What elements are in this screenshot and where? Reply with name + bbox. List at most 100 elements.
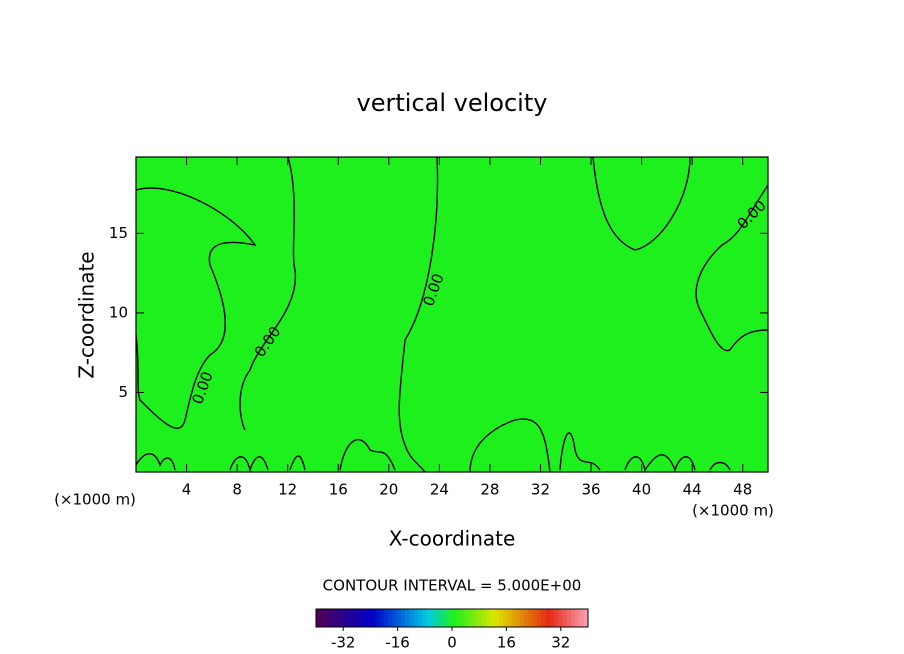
colorbar-cell bbox=[528, 609, 534, 627]
y-tick-label: 10 bbox=[109, 303, 128, 321]
colorbar-tick-label: 0 bbox=[447, 634, 457, 652]
contour-interval: CONTOUR INTERVAL = 5.000E+00 bbox=[323, 577, 582, 595]
colorbar-cell bbox=[541, 609, 546, 627]
colorbar-cell bbox=[524, 609, 529, 627]
x-tick-label: 8 bbox=[232, 481, 242, 499]
x-tick-label: 16 bbox=[329, 481, 348, 499]
colorbar-cell bbox=[447, 609, 453, 627]
colorbar-tick-label: 32 bbox=[551, 634, 570, 652]
colorbar-cell bbox=[571, 609, 576, 627]
x-tick-label: 20 bbox=[379, 481, 398, 499]
x-tick-label: 44 bbox=[683, 481, 702, 499]
colorbar-cell bbox=[418, 609, 423, 627]
colorbar-cell bbox=[473, 609, 478, 627]
colorbar-cell bbox=[566, 609, 572, 627]
colorbar-tick-label: -16 bbox=[385, 634, 410, 652]
colorbar-cell bbox=[558, 609, 563, 627]
colorbar-cell bbox=[498, 609, 504, 627]
y-tick-label: 5 bbox=[118, 383, 128, 401]
colorbar-cell bbox=[532, 609, 538, 627]
colorbar-cell bbox=[520, 609, 525, 627]
x-axis-label: X-coordinate bbox=[389, 527, 516, 551]
colorbar-cell bbox=[575, 609, 580, 627]
colorbar-cell bbox=[337, 609, 342, 627]
x-tick-label: 32 bbox=[531, 481, 550, 499]
colorbar-cell bbox=[316, 609, 321, 627]
colorbar-cell bbox=[350, 609, 355, 627]
x-tick-label: 12 bbox=[278, 481, 297, 499]
colorbar-cell bbox=[362, 609, 368, 627]
colorbar-cell bbox=[341, 609, 347, 627]
colorbar-cell bbox=[507, 609, 512, 627]
contour-line bbox=[135, 432, 731, 473]
colorbar-cell bbox=[460, 609, 466, 627]
x-tick-label: 48 bbox=[733, 481, 752, 499]
colorbar-cell bbox=[443, 609, 449, 627]
colorbar-cell bbox=[328, 609, 334, 627]
plot-frame bbox=[135, 156, 769, 473]
colorbar-cell bbox=[562, 609, 568, 627]
colorbar-cell bbox=[375, 609, 381, 627]
colorbar-cell bbox=[320, 609, 325, 627]
colorbar-cell bbox=[426, 609, 432, 627]
colorbar-cell bbox=[477, 609, 483, 627]
colorbar-cell bbox=[333, 609, 338, 627]
colorbar-cell bbox=[515, 609, 521, 627]
colorbar-cell bbox=[494, 609, 500, 627]
x-tick-label: 4 bbox=[182, 481, 192, 499]
colorbar-cell bbox=[379, 609, 385, 627]
colorbar-cell bbox=[579, 609, 585, 627]
colorbar-cell bbox=[413, 609, 419, 627]
colorbar-cell bbox=[430, 609, 436, 627]
colorbar-cell bbox=[405, 609, 410, 627]
colorbar-cell bbox=[549, 609, 555, 627]
y-axis-label: Z-coordinate bbox=[75, 251, 99, 378]
contour-line bbox=[398, 156, 439, 473]
colorbar-cell bbox=[401, 609, 406, 627]
colorbar-cell bbox=[422, 609, 427, 627]
x-tick-label: 36 bbox=[581, 481, 600, 499]
contour-line bbox=[135, 187, 257, 429]
colorbar-cell bbox=[583, 609, 589, 627]
colorbar-cell bbox=[456, 609, 461, 627]
colorbar-cell bbox=[396, 609, 402, 627]
contour-line bbox=[592, 156, 691, 251]
colorbar-cell bbox=[324, 609, 330, 627]
colorbar-cell bbox=[358, 609, 364, 627]
colorbar-cell bbox=[439, 609, 444, 627]
colorbar-cell bbox=[371, 609, 376, 627]
x-unit-label: (×1000 m) bbox=[692, 502, 774, 520]
colorbar-cell bbox=[537, 609, 542, 627]
colorbar-cell bbox=[384, 609, 389, 627]
colorbar-cell bbox=[354, 609, 359, 627]
colorbar-cell bbox=[511, 609, 517, 627]
x-unit-label: (×1000 m) bbox=[54, 491, 136, 509]
colorbar-cell bbox=[409, 609, 415, 627]
colorbar-cell bbox=[345, 609, 351, 627]
colorbar-cell bbox=[392, 609, 398, 627]
contour-lines bbox=[135, 156, 769, 473]
colorbar-cell bbox=[503, 609, 508, 627]
colorbar-cell bbox=[486, 609, 491, 627]
colorbar-cell bbox=[469, 609, 474, 627]
colorbar-tick-label: 16 bbox=[497, 634, 516, 652]
colorbar-cell bbox=[545, 609, 551, 627]
colorbar-cell bbox=[464, 609, 470, 627]
colorbar-cell bbox=[452, 609, 457, 627]
colorbar-cell bbox=[388, 609, 393, 627]
y-tick-label: 15 bbox=[109, 224, 128, 242]
colorbar-cell bbox=[554, 609, 559, 627]
contour-line bbox=[239, 156, 297, 431]
velocity-field bbox=[136, 157, 768, 472]
colorbar-cell bbox=[367, 609, 372, 627]
x-tick-label: 24 bbox=[430, 481, 449, 499]
contour-line bbox=[469, 418, 551, 473]
colorbar-cell bbox=[435, 609, 440, 627]
x-tick-label: 40 bbox=[632, 481, 651, 499]
colorbar-cell bbox=[490, 609, 495, 627]
contour-line bbox=[695, 184, 769, 352]
chart-title: vertical velocity bbox=[357, 89, 548, 117]
colorbar-tick-label: -32 bbox=[331, 634, 356, 652]
x-tick-label: 28 bbox=[480, 481, 499, 499]
